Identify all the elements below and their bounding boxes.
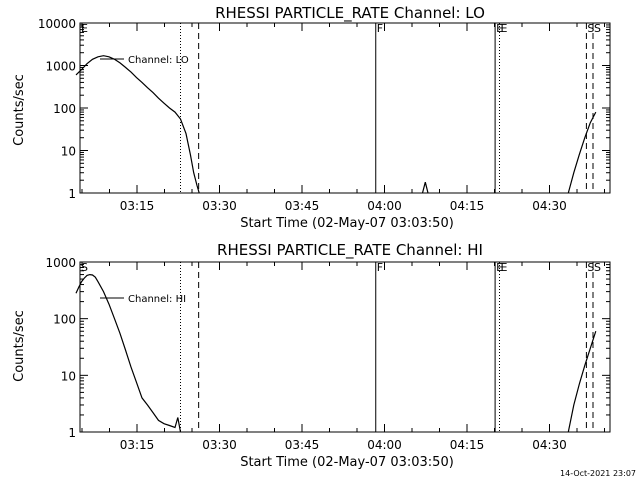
event-marker-label: F xyxy=(377,261,383,274)
y-tick-label: 1000 xyxy=(45,60,76,74)
data-series xyxy=(75,55,597,194)
series-line-hi-rise xyxy=(567,331,597,433)
x-tick-label: 04:00 xyxy=(367,438,402,452)
event-marker-label: S xyxy=(587,22,594,35)
y-tick-label: 1 xyxy=(68,187,76,201)
legend-label: Channel: HI xyxy=(128,294,186,305)
y-tick-label: 10 xyxy=(61,369,76,383)
event-marker-label: S xyxy=(594,261,601,274)
series-line-lo xyxy=(75,55,200,194)
x-tick-label: 04:15 xyxy=(450,438,485,452)
y-ticks: 1 10 100 1000 10000 xyxy=(38,17,610,201)
y-tick-label: 1 xyxy=(68,426,76,440)
series-line-hi xyxy=(75,273,182,433)
event-marker-label: E xyxy=(81,22,88,35)
series-line-lo-spike xyxy=(421,182,429,194)
timestamp: 14-Oct-2021 23:07 xyxy=(560,469,636,478)
x-tick-label: 03:30 xyxy=(202,438,237,452)
x-tick-label: 03:15 xyxy=(120,438,155,452)
x-tick-label: 03:45 xyxy=(285,199,320,213)
y-tick-label: 10000 xyxy=(38,17,76,31)
event-markers: F EE S SE xyxy=(81,22,601,193)
plot-frame xyxy=(79,261,611,433)
x-ticks: 03:15 03:30 03:45 04:00 04:15 04:30 xyxy=(81,23,605,213)
event-markers: F EE S SS xyxy=(81,261,601,432)
event-marker-label: S xyxy=(594,22,601,35)
y-tick-label: 100 xyxy=(53,102,76,116)
y-axis-label: Counts/sec xyxy=(12,74,27,146)
y-axis-label: Counts/sec xyxy=(12,310,27,382)
y-ticks: 1 10 100 1000 xyxy=(45,256,610,440)
plot-frame xyxy=(79,22,611,194)
x-ticks: 03:15 03:30 03:45 04:00 04:15 04:30 xyxy=(81,262,605,452)
event-marker-label: E xyxy=(496,22,503,35)
event-marker-label: F xyxy=(377,22,383,35)
x-axis-label: Start Time (02-May-07 03:03:50) xyxy=(240,455,454,470)
event-marker-label: E xyxy=(496,261,503,274)
x-tick-label: 04:15 xyxy=(450,199,485,213)
chart-title: RHESSI PARTICLE_RATE Channel: LO xyxy=(215,4,485,23)
x-tick-label: 04:30 xyxy=(532,438,567,452)
x-tick-label: 03:30 xyxy=(202,199,237,213)
y-tick-label: 10 xyxy=(61,145,76,159)
data-series xyxy=(75,273,597,433)
x-tick-label: 03:15 xyxy=(120,199,155,213)
panel-hi: RHESSI PARTICLE_RATE Channel: HI Counts/… xyxy=(12,241,611,470)
event-marker-label: E xyxy=(501,261,508,274)
y-tick-label: 100 xyxy=(53,313,76,327)
event-marker-label: S xyxy=(81,261,88,274)
legend-label: Channel: LO xyxy=(128,55,189,66)
event-marker-label: E xyxy=(501,22,508,35)
x-axis-label: Start Time (02-May-07 03:03:50) xyxy=(240,216,454,231)
y-tick-label: 1000 xyxy=(45,256,76,270)
x-tick-label: 03:45 xyxy=(285,438,320,452)
series-line-lo-rise xyxy=(567,111,597,194)
chart-title: RHESSI PARTICLE_RATE Channel: HI xyxy=(217,241,483,260)
x-tick-label: 04:00 xyxy=(367,199,402,213)
x-tick-label: 04:30 xyxy=(532,199,567,213)
event-marker-label: S xyxy=(587,261,594,274)
panel-lo: RHESSI PARTICLE_RATE Channel: LO Counts/… xyxy=(12,4,611,231)
